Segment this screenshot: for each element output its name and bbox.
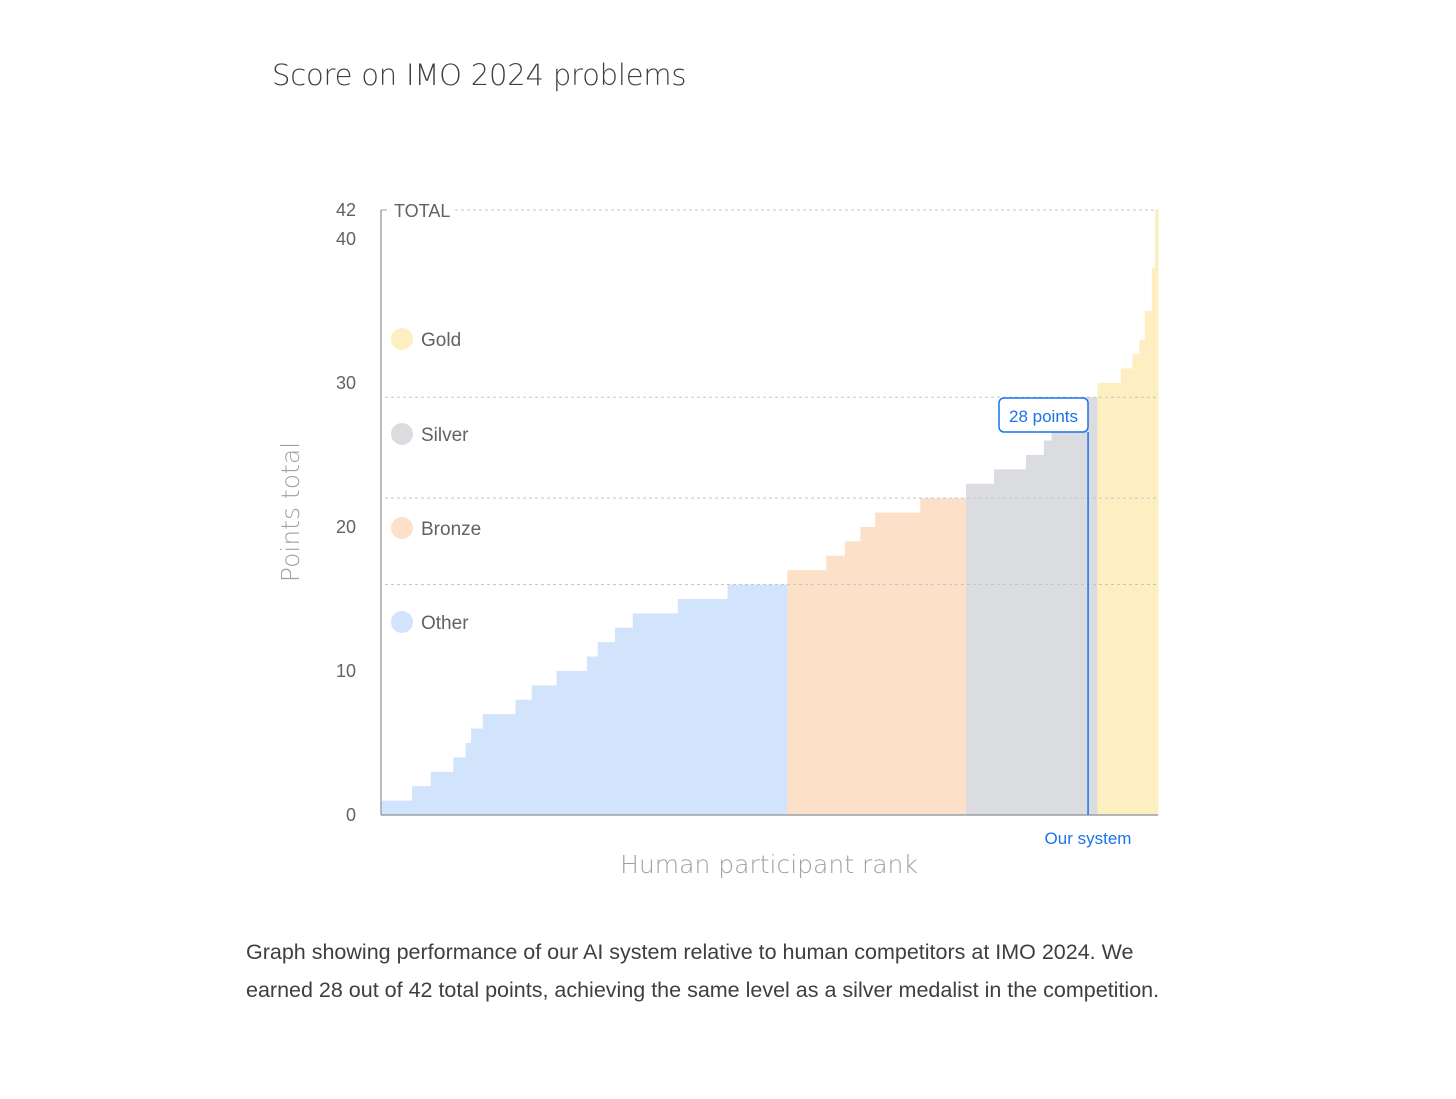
- y-ticks-group: 0 10 20 30 40 42: [336, 200, 356, 825]
- bar-gold: [1097, 382, 1122, 815]
- bar-other: [727, 584, 788, 815]
- bar-gold: [1144, 310, 1153, 815]
- bar-bronze: [920, 498, 967, 815]
- bar-other: [471, 728, 484, 815]
- bar-gold: [1120, 368, 1133, 815]
- our-system-badge: [998, 397, 1089, 433]
- bar-silver: [1051, 426, 1079, 815]
- bar-other: [381, 800, 413, 815]
- legend-swatch-other: [391, 611, 413, 633]
- legend-group: Gold Silver Bronze Other: [391, 328, 481, 634]
- bar-bronze: [860, 526, 876, 815]
- y-tick-label: 40: [336, 229, 356, 249]
- bar-other: [614, 627, 634, 815]
- bar-other: [586, 656, 599, 815]
- y-axis-label: Points total: [276, 442, 305, 582]
- legend-label-other: Other: [421, 613, 469, 634]
- y-tick-label: 0: [346, 805, 356, 825]
- bar-gold: [1139, 339, 1146, 815]
- bar-bronze: [875, 512, 921, 815]
- legend-label-gold: Gold: [421, 330, 461, 351]
- total-label: TOTAL: [394, 201, 450, 221]
- axes-group: [380, 210, 1158, 816]
- y-tick-label: 20: [336, 517, 356, 537]
- bar-other: [465, 742, 472, 815]
- legend-swatch-gold: [391, 328, 413, 350]
- x-axis-label: Human participant rank: [620, 850, 918, 879]
- bar-silver: [1025, 454, 1045, 815]
- bar-other: [453, 757, 467, 815]
- bar-other: [632, 613, 679, 815]
- bar-other: [430, 771, 454, 815]
- bar-other: [515, 699, 533, 815]
- bar-other: [597, 642, 616, 815]
- bar-bronze: [787, 570, 827, 815]
- our-system-label: Our system: [1045, 829, 1132, 848]
- bar-other: [482, 714, 517, 815]
- legend-swatch-bronze: [391, 517, 413, 539]
- y-tick-label: 42: [336, 200, 356, 220]
- legend-label-silver: Silver: [421, 425, 469, 446]
- bar-bronze: [844, 541, 862, 815]
- bar-silver: [966, 483, 995, 815]
- bar-other: [531, 685, 558, 815]
- caption: Graph showing performance of our AI syst…: [246, 940, 1160, 1002]
- bars-group: [381, 210, 1159, 816]
- bar-other: [556, 670, 588, 815]
- legend-swatch-silver: [391, 423, 413, 445]
- y-tick-label: 10: [336, 661, 356, 681]
- bar-gold: [1151, 267, 1156, 816]
- bar-other: [412, 786, 432, 815]
- gridlines-group: TOTAL: [381, 201, 1158, 586]
- our-system-annotation: 28 points: [1009, 407, 1078, 426]
- bar-gold: [1154, 210, 1159, 815]
- y-tick-label: 30: [336, 373, 356, 393]
- bar-silver: [1043, 440, 1053, 815]
- bar-other: [677, 598, 729, 815]
- bar-bronze: [826, 555, 846, 815]
- our-system-group: 28 points Our system: [998, 397, 1132, 848]
- legend-label-bronze: Bronze: [421, 519, 481, 540]
- page-title: Score on IMO 2024 problems: [272, 58, 687, 92]
- bar-silver: [994, 469, 1027, 815]
